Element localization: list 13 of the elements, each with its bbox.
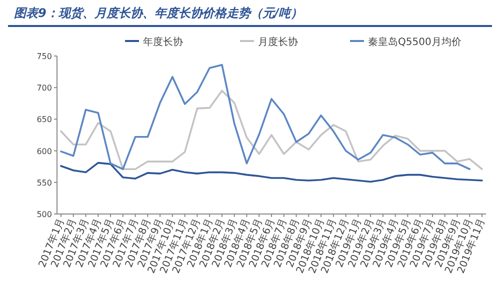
y-tick-label: 750 (36, 52, 52, 61)
legend-label: 秦皇岛Q5500月均价 (368, 36, 462, 48)
y-tick-label: 600 (36, 146, 52, 156)
legend-label: 月度长协 (258, 36, 298, 48)
y-tick-label: 550 (36, 178, 52, 188)
legend-label: 年度长协 (143, 36, 183, 48)
line-series (60, 162, 483, 183)
y-tick-label: 500 (36, 210, 52, 219)
line-series (60, 64, 471, 170)
y-tick-label: 650 (36, 115, 52, 124)
line-series (60, 90, 483, 170)
chart-title: 图表9：现货、月度长协、年度长协价格走势（元/吨） (14, 6, 303, 20)
y-tick-label: 700 (36, 84, 52, 93)
